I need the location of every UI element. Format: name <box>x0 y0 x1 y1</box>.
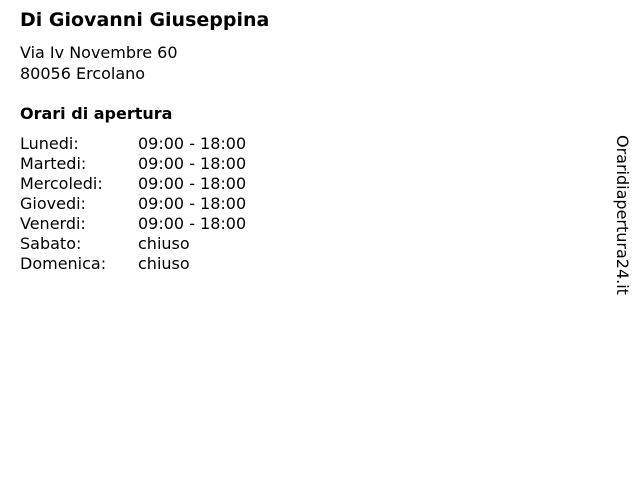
day-label: Venerdi: <box>20 214 86 233</box>
day-label: Mercoledi: <box>20 174 103 193</box>
time-value: chiuso <box>138 234 190 253</box>
time-value: 09:00 - 18:00 <box>138 154 247 173</box>
business-name: Di Giovanni Giuseppina <box>20 9 270 31</box>
address-city: 80056 Ercolano <box>20 64 146 83</box>
hours-heading: Orari di apertura <box>20 104 173 123</box>
address-street: Via Iv Novembre 60 <box>20 43 178 62</box>
time-value: 09:00 - 18:00 <box>138 134 247 153</box>
day-label: Sabato: <box>20 234 82 253</box>
day-label: Lunedi: <box>20 134 79 153</box>
time-value: 09:00 - 18:00 <box>138 174 247 193</box>
time-value: 09:00 - 18:00 <box>138 214 247 233</box>
time-value: chiuso <box>138 254 190 273</box>
time-value: 09:00 - 18:00 <box>138 194 247 213</box>
day-label: Domenica: <box>20 254 107 273</box>
day-label: Martedi: <box>20 154 87 173</box>
day-label: Giovedi: <box>20 194 86 213</box>
site-watermark: Oraridiapertura24.it <box>613 135 632 295</box>
